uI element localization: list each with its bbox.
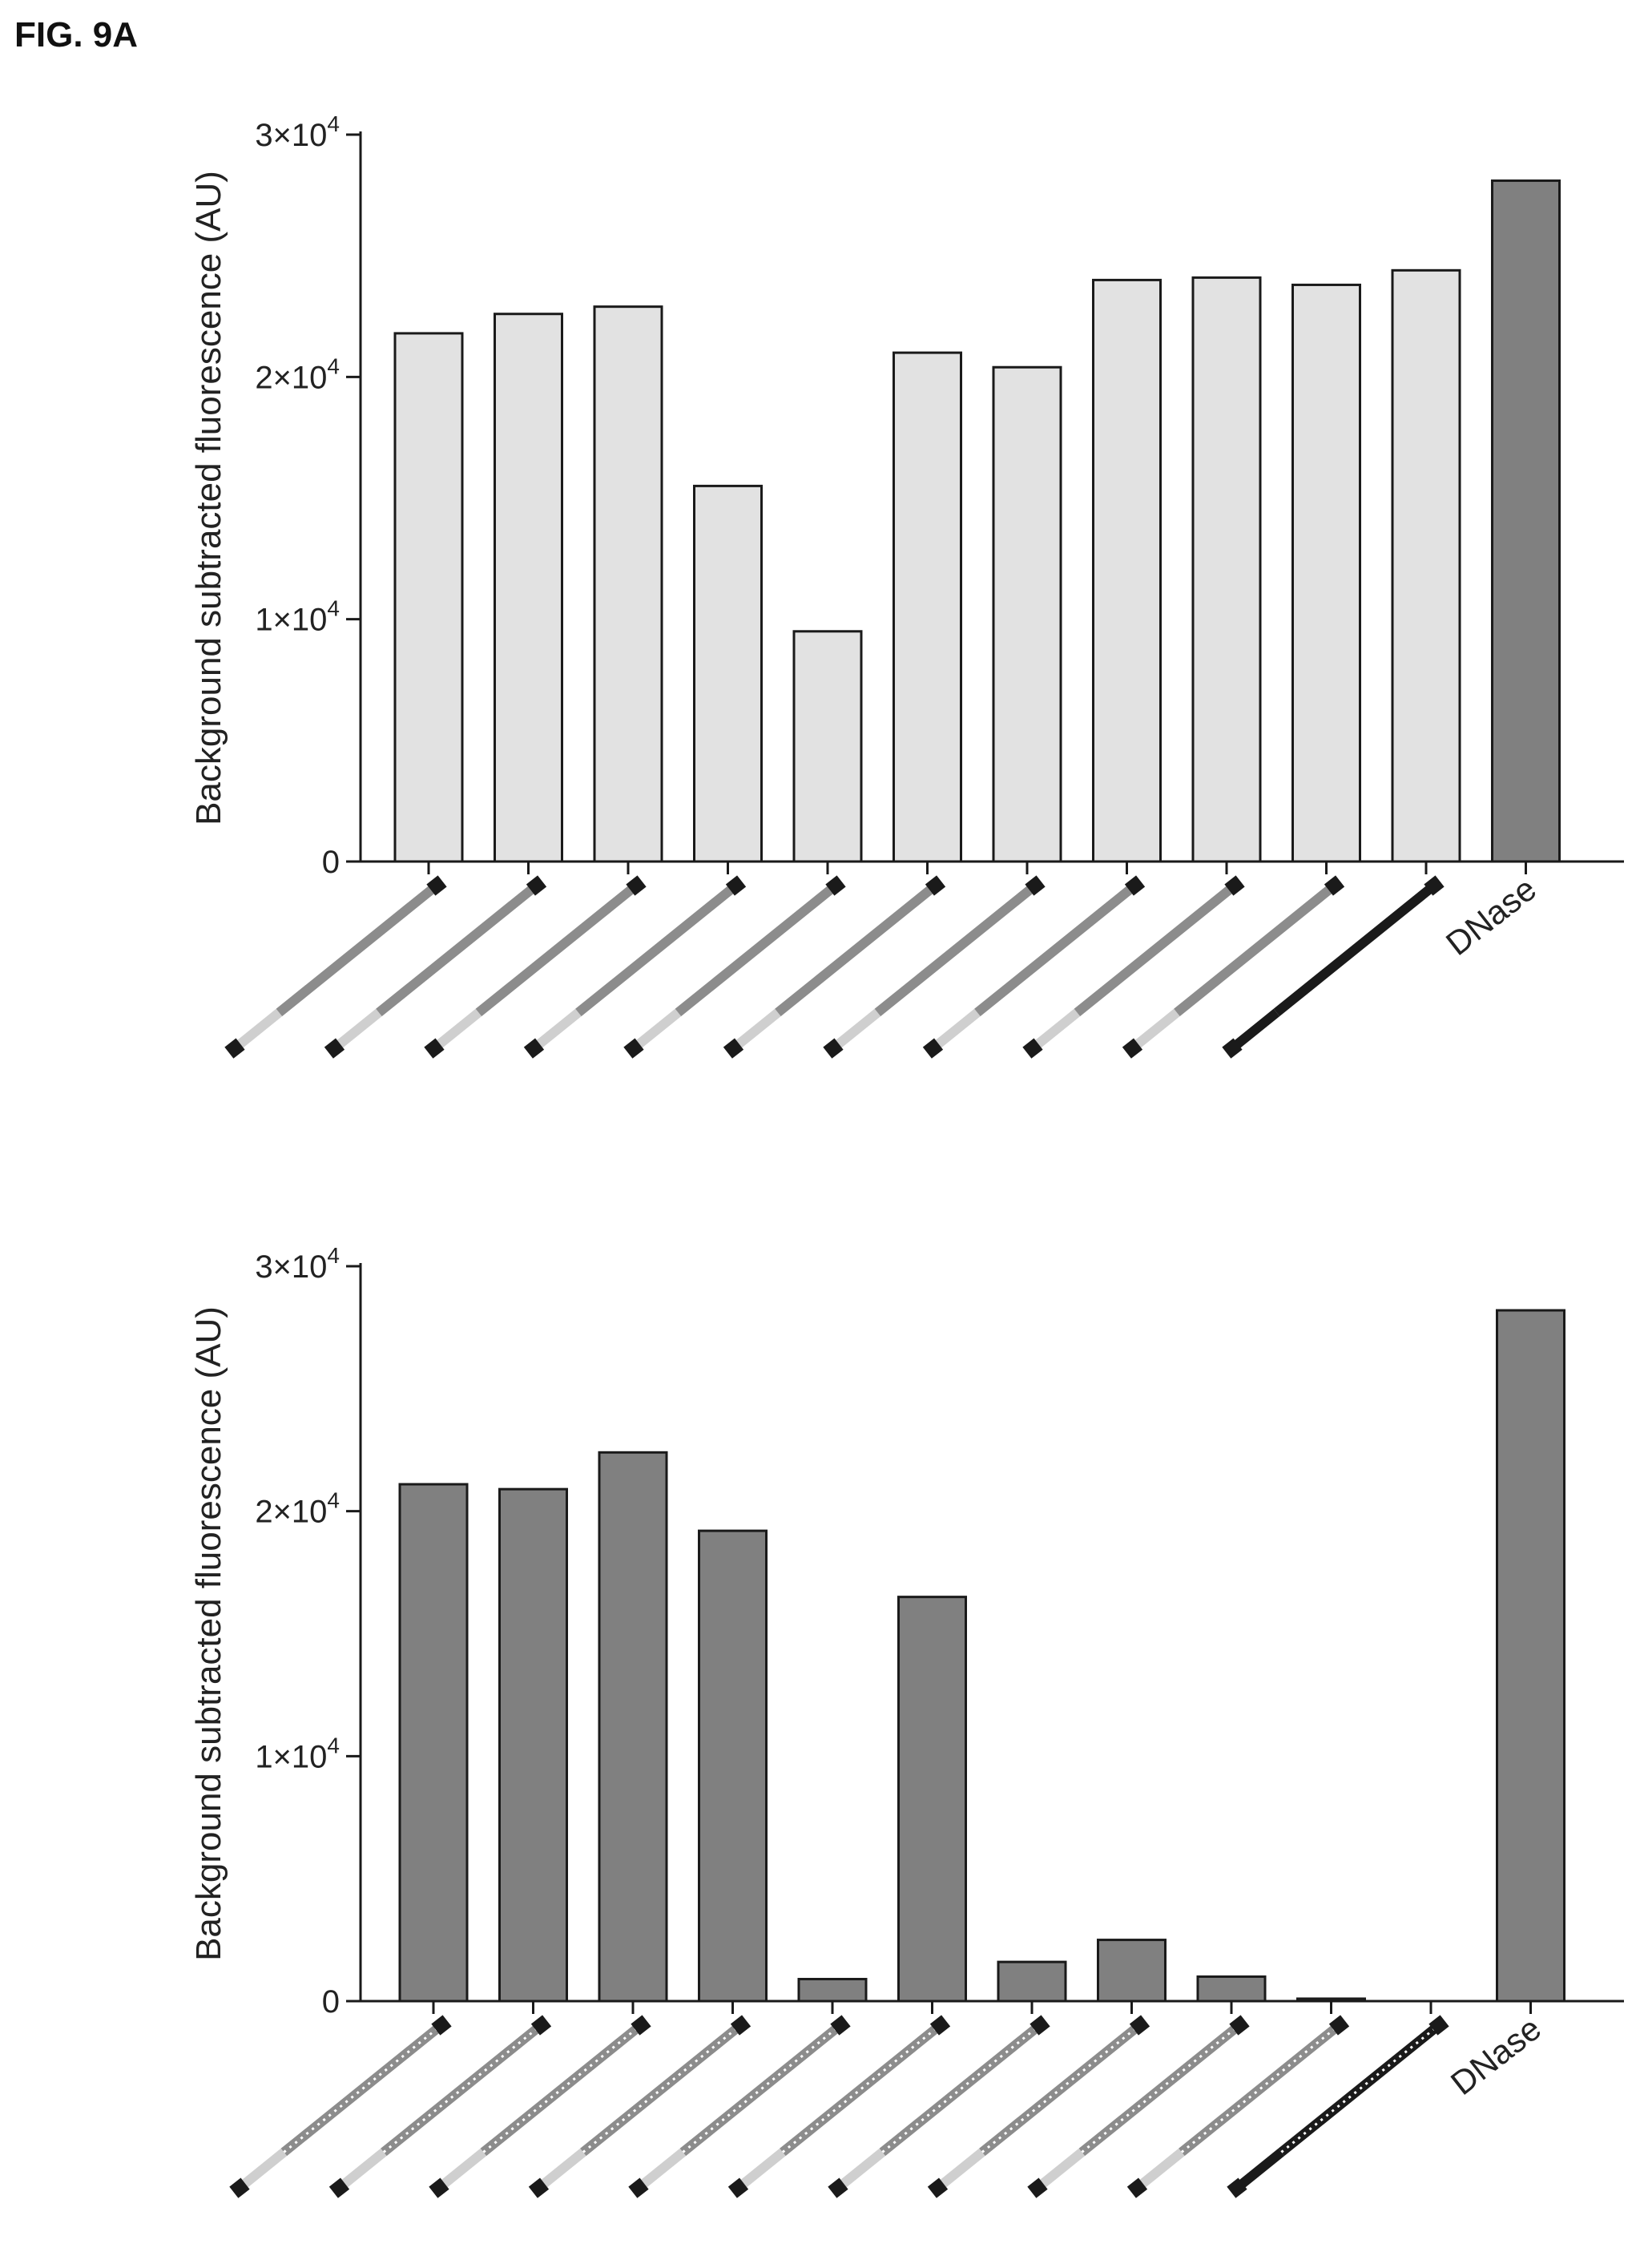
bar [593, 305, 663, 863]
bar [897, 1596, 967, 2003]
probe-glyph [324, 875, 547, 1059]
probe-glyph [1126, 2015, 1350, 2198]
bar [398, 1483, 469, 2003]
bar [1496, 1309, 1565, 2003]
y-axis-title: Background subtracted fluorescence (AU) [189, 171, 228, 825]
probe-glyph [429, 2015, 651, 2198]
probe-glyph [1022, 875, 1245, 1059]
bar [1491, 179, 1561, 863]
probe-glyph [1027, 2015, 1250, 2198]
x-category-label: DNase [1444, 2009, 1548, 2102]
y-tick-label: 0 [322, 845, 340, 880]
y-tick-label: 2×104 [255, 353, 340, 395]
bar [598, 1451, 668, 2003]
probe-glyph [723, 875, 946, 1059]
probe-glyph [927, 2015, 1150, 2198]
probe-glyph [628, 2015, 851, 2198]
x-category-label: DNase [1439, 870, 1543, 962]
bar [893, 351, 962, 863]
y-tick-label: 1×104 [255, 596, 340, 638]
bar [693, 484, 763, 863]
bar [1196, 1975, 1267, 2003]
y-tick-label: 2×104 [255, 1488, 340, 1530]
probe-glyph [528, 2015, 751, 2198]
bar [1296, 1997, 1366, 2003]
y-tick-label: 0 [322, 1984, 340, 2020]
probe-glyph [823, 875, 1046, 1059]
probe-glyph [523, 875, 747, 1059]
bar [498, 1487, 568, 2003]
probe-glyph [328, 2015, 552, 2198]
probe-glyph [727, 2015, 951, 2198]
probe-glyph [229, 2015, 452, 2198]
probe-glyph [1227, 2015, 1449, 2198]
bar [494, 313, 563, 863]
bar [1092, 278, 1162, 863]
bar [997, 1960, 1067, 2003]
chart-panel-top: 0 1×104 2×104 3×104 Background subtracted fl… [189, 111, 1624, 1059]
bar [797, 1977, 868, 2003]
probe-glyph [1222, 875, 1445, 1059]
figure-label: FIG. 9A [14, 15, 138, 54]
probe-glyph [1122, 875, 1345, 1059]
y-tick-label: 3×104 [255, 1243, 340, 1285]
y-axis-title: Background subtracted fluorescence (AU) [189, 1306, 228, 1961]
bar [1191, 276, 1262, 863]
bar [1391, 268, 1461, 863]
chart-panel-bottom: 0 1×104 2×104 3×104 Background subtracted fl… [189, 1243, 1624, 2198]
y-tick-label: 1×104 [255, 1733, 340, 1774]
bar [393, 332, 464, 863]
probe-glyph [424, 875, 647, 1059]
probe-glyph [224, 875, 447, 1059]
y-tick-label: 3×104 [255, 111, 340, 153]
probe-glyph [828, 2015, 1050, 2198]
bar [1291, 283, 1361, 863]
bar [992, 365, 1062, 863]
probe-glyph [922, 875, 1146, 1059]
bar [1097, 1939, 1167, 2003]
probe-glyph [623, 875, 846, 1059]
bar [698, 1529, 768, 2003]
bar [792, 630, 863, 863]
